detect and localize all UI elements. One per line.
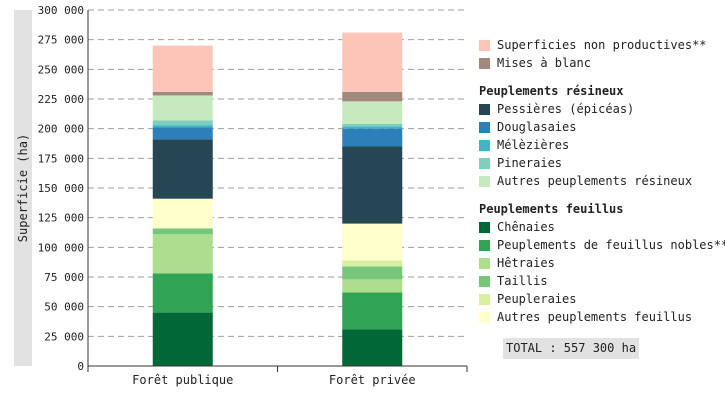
y-tick-label: 200 000 <box>38 123 84 136</box>
bar-segment <box>152 234 213 274</box>
bar-segment <box>152 273 213 313</box>
bar-segment <box>152 91 213 96</box>
y-tick-label: 75 000 <box>44 271 84 284</box>
bar-segment <box>342 32 403 92</box>
legend-swatch <box>479 103 490 115</box>
legend-label: Autres peuplements résineux <box>497 174 693 188</box>
legend-label: Peupleraies <box>497 292 577 306</box>
legend-item: Pineraies <box>479 154 725 172</box>
legend-swatch <box>479 121 490 133</box>
legend-item: Superficies non productives** <box>479 36 725 54</box>
axes: 0 25 000 50 000 75 000 100 000 125 000 150 000… <box>38 4 468 387</box>
x-tick-label: Forêt privée <box>329 373 416 387</box>
legend: Superficies non productives** Mises à bla… <box>479 36 725 326</box>
legend-swatch <box>479 275 490 287</box>
bar-segment <box>342 101 403 124</box>
y-tick-label: 125 000 <box>38 212 84 225</box>
legend-item: Autres peuplements feuillus <box>479 308 725 326</box>
legend-item: Mélèzières <box>479 136 725 154</box>
bar-segment <box>342 260 403 267</box>
legend-label: Mises à blanc <box>497 56 591 70</box>
bar-segment <box>342 266 403 280</box>
gridlines <box>88 9 467 337</box>
legend-item: Mises à blanc <box>479 54 725 72</box>
bar-segment <box>152 198 213 229</box>
legend-label: Mélèzières <box>497 138 570 152</box>
legend-swatch <box>479 311 490 323</box>
legend-label: Pineraies <box>497 156 563 170</box>
legend-item: Pessières (épicéas) <box>479 100 725 118</box>
y-tick-label: 300 000 <box>38 4 84 17</box>
bar-segment <box>342 91 403 102</box>
bar-segment <box>342 279 403 293</box>
y-tick-label: 225 000 <box>38 93 84 106</box>
bar-segment <box>342 146 403 224</box>
bar-segment <box>152 312 213 366</box>
bar-segment <box>342 126 403 129</box>
bar-segment <box>152 95 213 121</box>
legend-item: Hêtraies <box>479 254 725 272</box>
bars <box>152 32 403 366</box>
legend-item: Chênaies <box>479 218 725 236</box>
y-tick-label: 100 000 <box>38 241 84 254</box>
legend-swatch <box>479 39 490 51</box>
legend-header-resineux: Peuplements résineux <box>479 84 624 98</box>
legend-label: Hêtraies <box>497 256 555 270</box>
bar-segment <box>342 128 403 147</box>
y-tick-label: 50 000 <box>44 301 84 314</box>
legend-swatch <box>479 139 490 151</box>
y-tick-label: 25 000 <box>44 330 84 343</box>
y-axis-label: Superficie (ha) <box>16 134 30 242</box>
bar-segment <box>152 125 213 128</box>
total-label: TOTAL : 557 300 ha <box>503 338 640 359</box>
legend-swatch <box>479 175 490 187</box>
legend-label: Pessières (épicéas) <box>497 102 635 116</box>
bar-segment <box>152 228 213 235</box>
legend-label: Chênaies <box>497 220 555 234</box>
y-tick-label: 0 <box>77 360 84 373</box>
legend-label: Peuplements de feuillus nobles** <box>497 238 725 252</box>
bar-segment <box>152 45 213 92</box>
bar-segment <box>152 120 213 126</box>
legend-swatch <box>479 157 490 169</box>
legend-swatch <box>479 257 490 269</box>
bar-segment <box>342 123 403 127</box>
legend-label: Superficies non productives** <box>497 38 707 52</box>
x-tick-label: Forêt publique <box>132 373 233 387</box>
legend-header-feuillus: Peuplements feuillus <box>479 202 624 216</box>
legend-label: Autres peuplements feuillus <box>497 310 693 324</box>
y-tick-label: 175 000 <box>38 152 84 165</box>
ylabel-band <box>14 10 32 366</box>
legend-swatch <box>479 293 490 305</box>
legend-label: Douglasaies <box>497 120 577 134</box>
y-tick-label: 250 000 <box>38 63 84 76</box>
legend-item: Taillis <box>479 272 725 290</box>
legend-swatch <box>479 57 490 69</box>
legend-item: Douglasaies <box>479 118 725 136</box>
y-tick-label: 150 000 <box>38 182 84 195</box>
legend-item: Autres peuplements résineux <box>479 172 725 190</box>
legend-item: Peupleraies <box>479 290 725 308</box>
legend-label: Taillis <box>497 274 548 288</box>
bar-segment <box>342 329 403 366</box>
bar-segment <box>152 127 213 140</box>
bar-segment <box>342 223 403 261</box>
legend-swatch <box>479 239 490 251</box>
bar-segment <box>152 139 213 199</box>
y-tick-label: 275 000 <box>38 34 84 47</box>
bar-segment <box>342 292 403 330</box>
legend-swatch <box>479 221 490 233</box>
legend-item: Peuplements de feuillus nobles** <box>479 236 725 254</box>
